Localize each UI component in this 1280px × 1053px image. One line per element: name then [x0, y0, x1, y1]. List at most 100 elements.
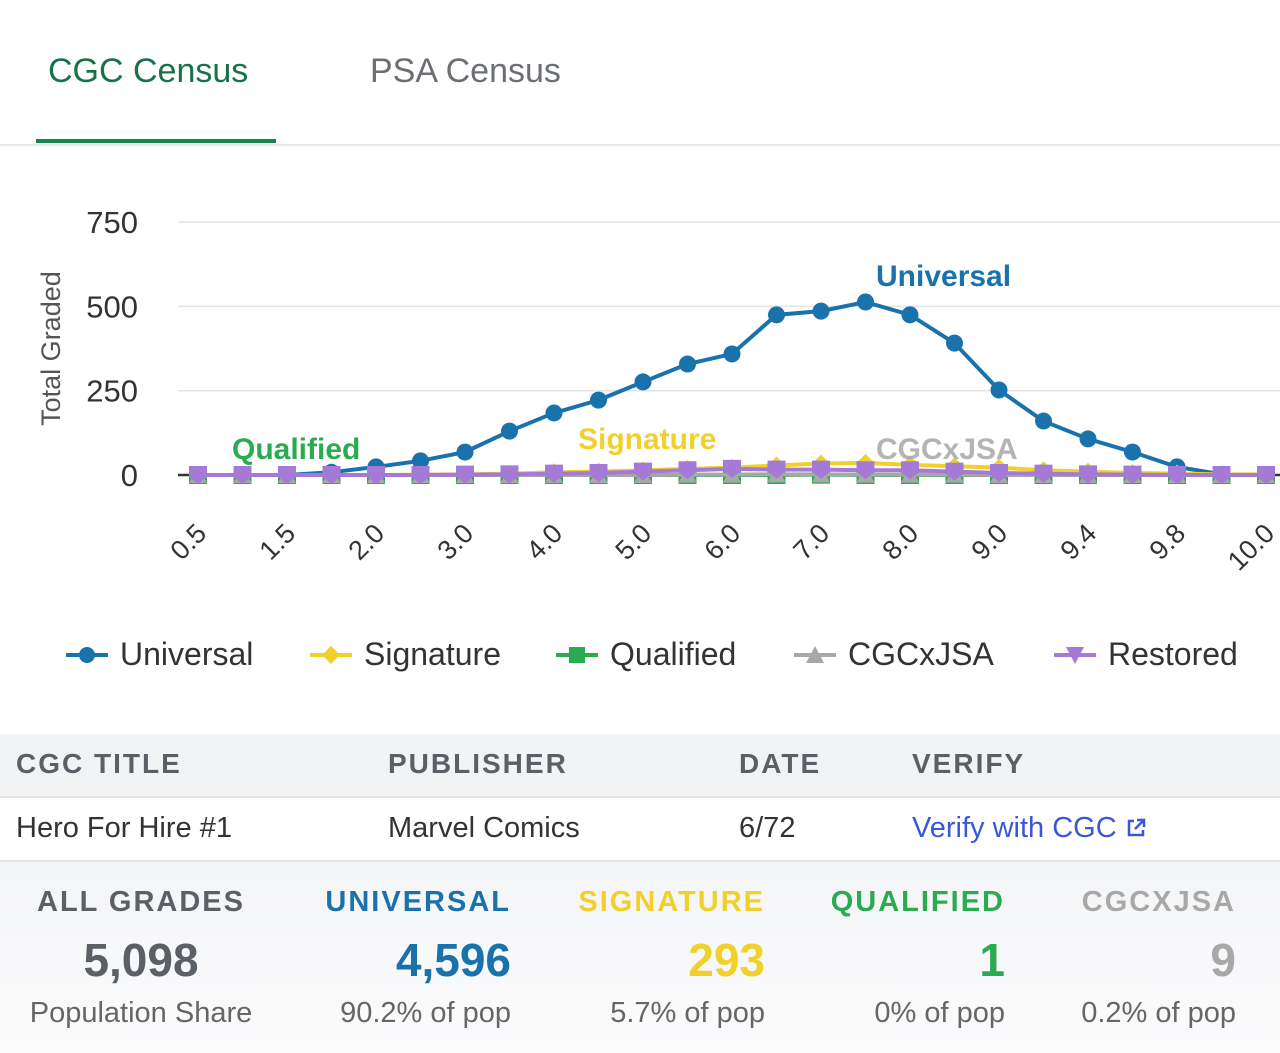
- data-point: [1079, 430, 1097, 448]
- x-tick-label: 6.0: [698, 518, 746, 566]
- legend-label: Universal: [120, 636, 254, 672]
- series-annotation: Signature: [578, 423, 716, 456]
- legend-qualified[interactable]: Qualified: [556, 636, 736, 673]
- census-tabs: CGC Census PSA Census: [0, 0, 1280, 146]
- stat-value: 9: [1210, 934, 1236, 986]
- verify-with-cgc-link[interactable]: Verify with CGC: [912, 812, 1147, 845]
- y-tick-label: 250: [86, 374, 138, 409]
- legend-universal[interactable]: Universal: [66, 636, 253, 673]
- data-point: [634, 373, 652, 391]
- data-point: [901, 461, 919, 480]
- series-annotation: CGCxJSA: [876, 433, 1018, 466]
- stat-label: UNIVERSAL: [325, 886, 511, 918]
- data-point: [634, 462, 652, 481]
- tab-cgc-census[interactable]: CGC Census: [48, 52, 249, 90]
- data-point: [545, 464, 563, 483]
- data-point: [501, 422, 518, 440]
- data-point: [1035, 412, 1052, 430]
- data-point: [901, 306, 919, 324]
- census-chart: 0 250 500 750 Total Graded 0.5 1.5 2.0 3.0 4.0 5.0…: [36, 205, 1280, 576]
- table-row: Hero For Hire #1 Marvel Comics 6/72 Veri…: [0, 798, 1280, 863]
- data-point: [678, 461, 697, 480]
- data-point: [856, 461, 875, 480]
- x-tick-label: 0.5: [164, 518, 212, 566]
- data-point: [1168, 466, 1186, 484]
- stat-qualified: QUALIFIED 1 0% of pop: [800, 886, 1005, 1030]
- stat-share: Population Share: [29, 997, 253, 1029]
- data-point: [589, 463, 608, 482]
- y-tick-label: 0: [121, 458, 138, 493]
- series-annotation: Universal: [876, 260, 1011, 293]
- data-point: [456, 465, 474, 484]
- x-tick-label: 4.0: [520, 518, 568, 566]
- x-tick-label: 3.0: [431, 518, 479, 566]
- data-point: [812, 460, 830, 479]
- data-point: [990, 381, 1008, 399]
- data-point: [990, 463, 1008, 482]
- chart-legend: Universal Signature Qualified CGCxJSA Re…: [0, 636, 1280, 680]
- legend-signature[interactable]: Signature: [310, 636, 501, 673]
- data-point: [679, 355, 696, 373]
- x-tick-label: 5.0: [609, 518, 657, 566]
- stat-value: 1: [979, 934, 1005, 986]
- data-point: [767, 460, 786, 479]
- stat-label: QUALIFIED: [830, 886, 1005, 918]
- header-date: DATE: [739, 748, 822, 779]
- data-point: [1212, 466, 1231, 484]
- x-tick-label: 7.0: [787, 518, 835, 566]
- data-point: [545, 404, 563, 422]
- header-publisher: PUBLISHER: [388, 748, 568, 779]
- data-point: [233, 466, 252, 484]
- tab-psa-census[interactable]: PSA Census: [370, 52, 561, 90]
- stat-cgcxjsa: CGCXJSA 9 0.2% of pop: [1040, 886, 1236, 1030]
- data-point: [278, 466, 296, 484]
- stat-label: SIGNATURE: [578, 886, 765, 918]
- data-point: [812, 302, 830, 320]
- stat-share: 5.7% of pop: [610, 997, 765, 1029]
- data-point: [857, 293, 874, 311]
- data-point: [456, 443, 474, 461]
- stat-label: CGCXJSA: [1081, 886, 1236, 918]
- stat-universal: UNIVERSAL 4,596 90.2% of pop: [300, 886, 511, 1030]
- data-point: [945, 462, 964, 481]
- data-point: [189, 466, 207, 484]
- data-point: [1257, 466, 1275, 484]
- x-tick-label: 1.5: [253, 518, 301, 566]
- legend-label: CGCxJSA: [848, 636, 994, 672]
- data-point: [1123, 465, 1142, 484]
- data-point: [946, 334, 963, 352]
- data-point: [412, 452, 429, 470]
- stat-label: ALL GRADES: [37, 886, 245, 918]
- stat-signature: SIGNATURE 293 5.7% of pop: [540, 886, 765, 1030]
- y-tick-label: 750: [86, 205, 138, 240]
- data-point: [411, 466, 430, 484]
- stat-value: 5,098: [83, 934, 199, 986]
- stat-share: 0% of pop: [874, 997, 1005, 1029]
- series-annotation: Qualified: [232, 433, 360, 466]
- stat-share: 0.2% of pop: [1081, 997, 1236, 1029]
- data-point: [500, 465, 519, 484]
- legend-restored[interactable]: Restored: [1054, 636, 1238, 673]
- external-link-icon: [1127, 818, 1145, 837]
- stat-share: 90.2% of pop: [340, 997, 511, 1029]
- x-tick-label: 2.0: [342, 518, 390, 566]
- x-tick-label: 9.8: [1143, 518, 1191, 566]
- data-point: [768, 306, 785, 324]
- cell-title: Hero For Hire #1: [16, 812, 232, 844]
- legend-label: Restored: [1108, 636, 1238, 672]
- x-tick-label: 8.0: [876, 518, 924, 566]
- data-point: [723, 459, 741, 478]
- y-axis-label: Total Graded: [36, 271, 66, 426]
- data-point: [1079, 465, 1097, 484]
- legend-label: Qualified: [610, 636, 737, 672]
- stat-all-grades: ALL GRADES 5,098 Population Share: [26, 886, 256, 1030]
- data-point: [367, 466, 385, 484]
- x-tick-label: 9.4: [1054, 518, 1102, 566]
- stat-value: 4,596: [395, 934, 511, 986]
- data-point: [1124, 443, 1141, 461]
- data-point: [1034, 464, 1053, 483]
- legend-cgcxjsa[interactable]: CGCxJSA: [794, 636, 994, 673]
- legend-label: Signature: [364, 636, 501, 672]
- data-point: [723, 345, 741, 363]
- stat-value: 293: [688, 934, 765, 986]
